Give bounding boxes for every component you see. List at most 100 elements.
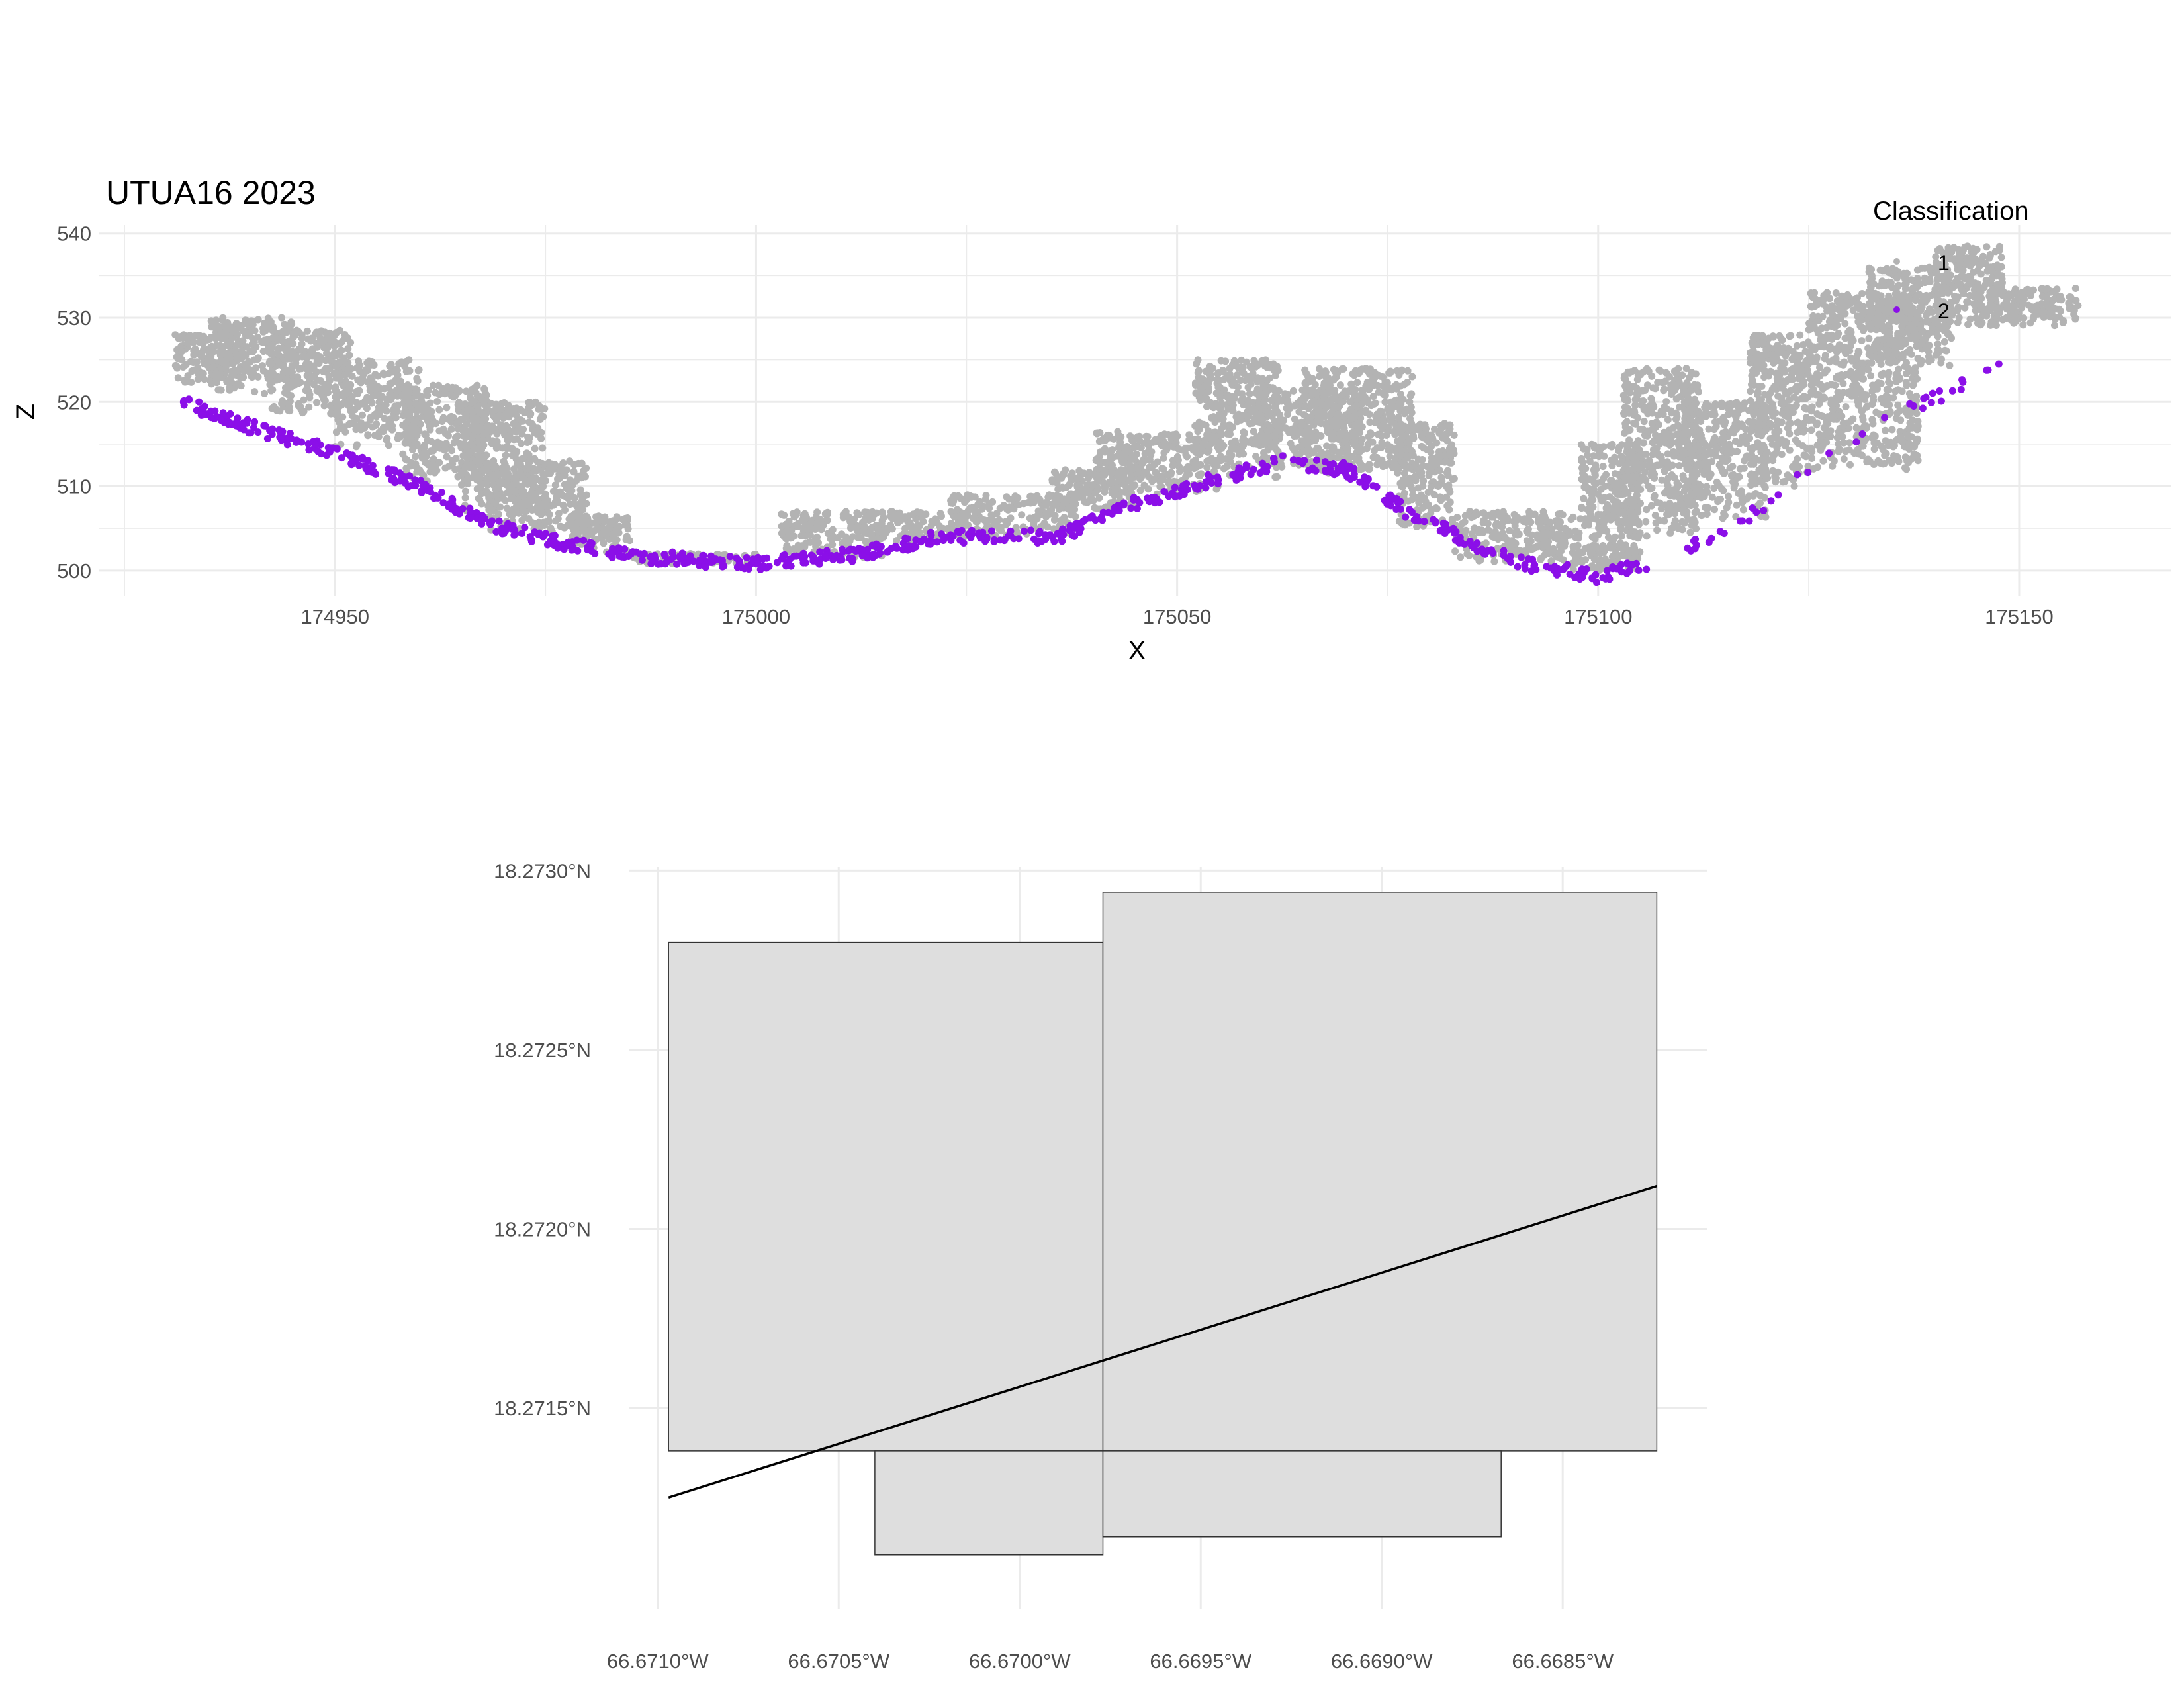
point-class-1 bbox=[1044, 523, 1052, 531]
point-class-1 bbox=[1252, 453, 1260, 461]
point-class-1 bbox=[1214, 383, 1222, 391]
point-class-1 bbox=[1428, 483, 1435, 491]
point-class-1 bbox=[1064, 505, 1072, 513]
point-class-1 bbox=[1330, 430, 1338, 438]
point-class-1 bbox=[520, 506, 527, 514]
point-class-1 bbox=[416, 406, 424, 414]
point-class-1 bbox=[1160, 454, 1167, 462]
point-class-1 bbox=[207, 334, 215, 341]
point-class-1 bbox=[1105, 448, 1113, 456]
point-class-1 bbox=[464, 474, 472, 482]
point-class-1 bbox=[556, 466, 564, 474]
point-class-1 bbox=[519, 417, 527, 425]
point-class-1 bbox=[197, 352, 205, 360]
point-class-1 bbox=[330, 350, 338, 357]
point-class-1 bbox=[503, 504, 511, 512]
point-class-1 bbox=[576, 500, 584, 507]
point-class-1 bbox=[222, 327, 230, 335]
point-class-1 bbox=[209, 363, 216, 371]
point-class-1 bbox=[1565, 528, 1572, 536]
point-class-1 bbox=[849, 533, 856, 541]
point-class-1 bbox=[1324, 428, 1332, 436]
point-class-1 bbox=[338, 424, 345, 432]
point-class-1 bbox=[1224, 391, 1232, 399]
point-class-1 bbox=[267, 350, 275, 357]
point-class-1 bbox=[201, 375, 208, 383]
point-class-1 bbox=[854, 527, 862, 535]
point-class-1 bbox=[1618, 532, 1625, 540]
point-class-1 bbox=[1592, 543, 1600, 551]
point-class-1 bbox=[1205, 384, 1212, 392]
point-class-1 bbox=[1183, 453, 1191, 461]
point-class-1 bbox=[375, 399, 383, 406]
point-class-1 bbox=[1353, 402, 1360, 410]
point-class-1 bbox=[1251, 408, 1259, 416]
point-class-1 bbox=[433, 467, 441, 475]
point-class-1 bbox=[281, 320, 289, 328]
point-class-1 bbox=[1240, 436, 1248, 444]
point-class-1 bbox=[1326, 381, 1334, 389]
point-class-1 bbox=[1101, 436, 1109, 444]
point-class-1 bbox=[1206, 400, 1214, 408]
point-class-1 bbox=[1678, 371, 1686, 379]
point-class-1 bbox=[520, 408, 528, 416]
point-class-1 bbox=[1113, 484, 1121, 492]
point-class-1 bbox=[251, 388, 259, 396]
point-class-1 bbox=[1615, 447, 1622, 455]
point-class-1 bbox=[1596, 449, 1604, 457]
point-class-1 bbox=[502, 496, 510, 504]
point-class-1 bbox=[482, 409, 490, 417]
point-class-1 bbox=[1451, 547, 1459, 555]
point-class-1 bbox=[1311, 381, 1319, 389]
point-class-1 bbox=[1541, 551, 1549, 559]
point-class-1 bbox=[365, 357, 373, 365]
point-class-1 bbox=[448, 457, 456, 465]
point-class-1 bbox=[961, 498, 969, 506]
point-class-1 bbox=[332, 398, 340, 406]
point-class-1 bbox=[535, 465, 542, 473]
point-class-1 bbox=[1598, 478, 1606, 486]
point-class-1 bbox=[306, 394, 314, 402]
point-class-1 bbox=[1587, 505, 1595, 513]
point-class-1 bbox=[1335, 451, 1343, 459]
point-class-1 bbox=[545, 510, 553, 518]
point-class-1 bbox=[1443, 436, 1451, 444]
point-class-1 bbox=[1357, 461, 1365, 469]
point-class-1 bbox=[792, 510, 800, 518]
point-class-1 bbox=[382, 401, 390, 409]
point-class-1 bbox=[557, 491, 565, 498]
point-class-1 bbox=[1458, 520, 1466, 528]
point-class-1 bbox=[312, 368, 320, 376]
point-class-1 bbox=[340, 389, 348, 397]
point-class-1 bbox=[1553, 534, 1561, 541]
point-class-1 bbox=[1369, 393, 1377, 400]
point-class-1 bbox=[797, 532, 805, 539]
point-class-1 bbox=[1504, 514, 1511, 522]
point-class-1 bbox=[490, 464, 498, 472]
point-class-1 bbox=[1479, 509, 1487, 517]
point-class-1 bbox=[329, 332, 337, 340]
point-class-1 bbox=[985, 500, 993, 508]
point-class-1 bbox=[519, 492, 527, 500]
point-class-1 bbox=[392, 365, 400, 373]
point-class-1 bbox=[478, 500, 486, 508]
point-class-1 bbox=[298, 365, 306, 373]
point-class-1 bbox=[285, 402, 293, 410]
point-class-1 bbox=[1217, 439, 1225, 446]
point-class-1 bbox=[1329, 453, 1336, 461]
point-class-1 bbox=[1228, 445, 1236, 453]
point-class-1 bbox=[496, 402, 504, 410]
point-class-1 bbox=[243, 330, 251, 338]
point-class-1 bbox=[474, 402, 482, 410]
point-class-1 bbox=[513, 405, 521, 413]
point-class-1 bbox=[1291, 427, 1299, 435]
point-class-1 bbox=[240, 373, 248, 381]
point-class-1 bbox=[383, 407, 390, 415]
point-class-1 bbox=[1228, 423, 1236, 431]
point-class-1 bbox=[423, 387, 431, 395]
point-class-1 bbox=[284, 353, 292, 361]
point-class-1 bbox=[1247, 363, 1255, 371]
point-class-1 bbox=[563, 485, 570, 492]
point-class-1 bbox=[359, 374, 367, 382]
